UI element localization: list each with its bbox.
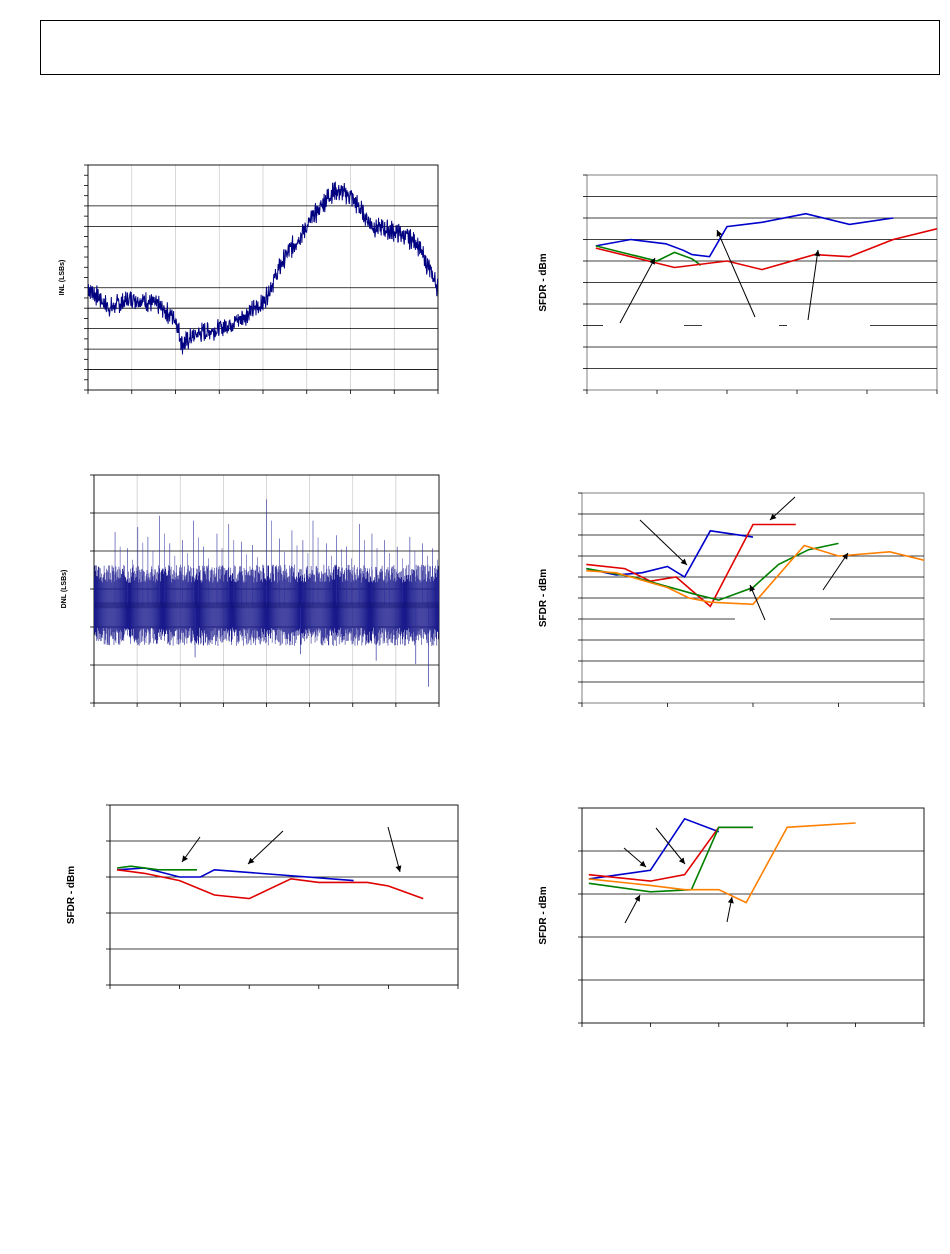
sfdr1-arrow-head	[649, 258, 655, 265]
inl-series-0	[88, 181, 438, 355]
dnl-ylabel: DNL (LSBs)	[61, 570, 68, 609]
sfdr2-arrow-line	[639, 519, 688, 566]
sfdr3-frame	[109, 804, 459, 986]
inl-ylabel: INL (LSBs)	[59, 260, 66, 296]
sfdr1-arrow-line	[807, 249, 819, 321]
sfdr3-arrow-head	[182, 855, 188, 862]
sfdr3-ylabel: SFDR - dBm	[66, 866, 77, 924]
sfdr4-arrow-head	[634, 895, 640, 902]
sfdr2-arrow-head	[770, 513, 777, 520]
sfdr2-series-0	[586, 529, 754, 579]
sfdr2-arrow-head	[842, 553, 848, 560]
sfdr-chart-2: SFDR - dBm	[538, 492, 925, 707]
sfdr4-series-3	[588, 822, 856, 904]
sfdr1-series-2	[595, 228, 937, 271]
sfdr2-series-1	[586, 523, 796, 608]
sfdr2-ylabel: SFDR - dBm	[538, 569, 549, 627]
sfdr4-frame	[581, 807, 925, 1024]
sfdr4-arrow-head	[727, 897, 734, 904]
sfdr2-arrow-head	[680, 558, 687, 565]
sfdr-chart-3: SFDR - dBm	[66, 804, 459, 989]
sfdr3-arrow-line	[387, 826, 401, 873]
sfdr3-arrow-head	[248, 857, 255, 864]
sfdr4-arrow-head	[639, 860, 646, 867]
sfdr3-series-1	[116, 865, 197, 871]
sfdr1-ylabel: SFDR - dBm	[538, 253, 549, 311]
sfdr2-series-3	[586, 544, 924, 606]
sfdr1-arrow-line	[619, 257, 656, 324]
page-header-box	[40, 20, 940, 75]
sfdr3-arrow-line	[247, 830, 284, 865]
sfdr2-arrow-head	[749, 585, 756, 592]
sfdr3-arrow-head	[395, 865, 402, 872]
sfdr3-series-0	[116, 867, 354, 882]
sfdr1-arrow-line	[716, 229, 756, 318]
inl-chart: INL (LSBs)	[59, 164, 439, 394]
sfdr1-series-0	[595, 212, 894, 258]
sfdr-chart-4: SFDR - dBm	[538, 807, 925, 1027]
sfdr3-series-2	[116, 869, 424, 900]
sfdr4-plot-area	[582, 808, 924, 1023]
sfdr4-arrow-head	[678, 857, 685, 864]
sfdr4-ylabel: SFDR - dBm	[538, 886, 549, 944]
sfdr-chart-1: SFDR - dBm	[538, 174, 938, 394]
sfdr4-series-0	[588, 817, 720, 880]
sfdr1-arrow-head	[814, 250, 821, 257]
sfdr4-arrow-line	[655, 827, 686, 865]
sfdr1-arrow-head	[716, 230, 723, 237]
dnl-bars	[94, 499, 439, 687]
sfdr3-plot-area	[110, 805, 458, 985]
sfdr2-arrow-line	[749, 584, 766, 621]
sfdr1-series-1	[595, 245, 702, 266]
sfdr2-arrow-line	[822, 552, 849, 591]
dnl-chart: DNL (LSBs)	[61, 474, 440, 707]
